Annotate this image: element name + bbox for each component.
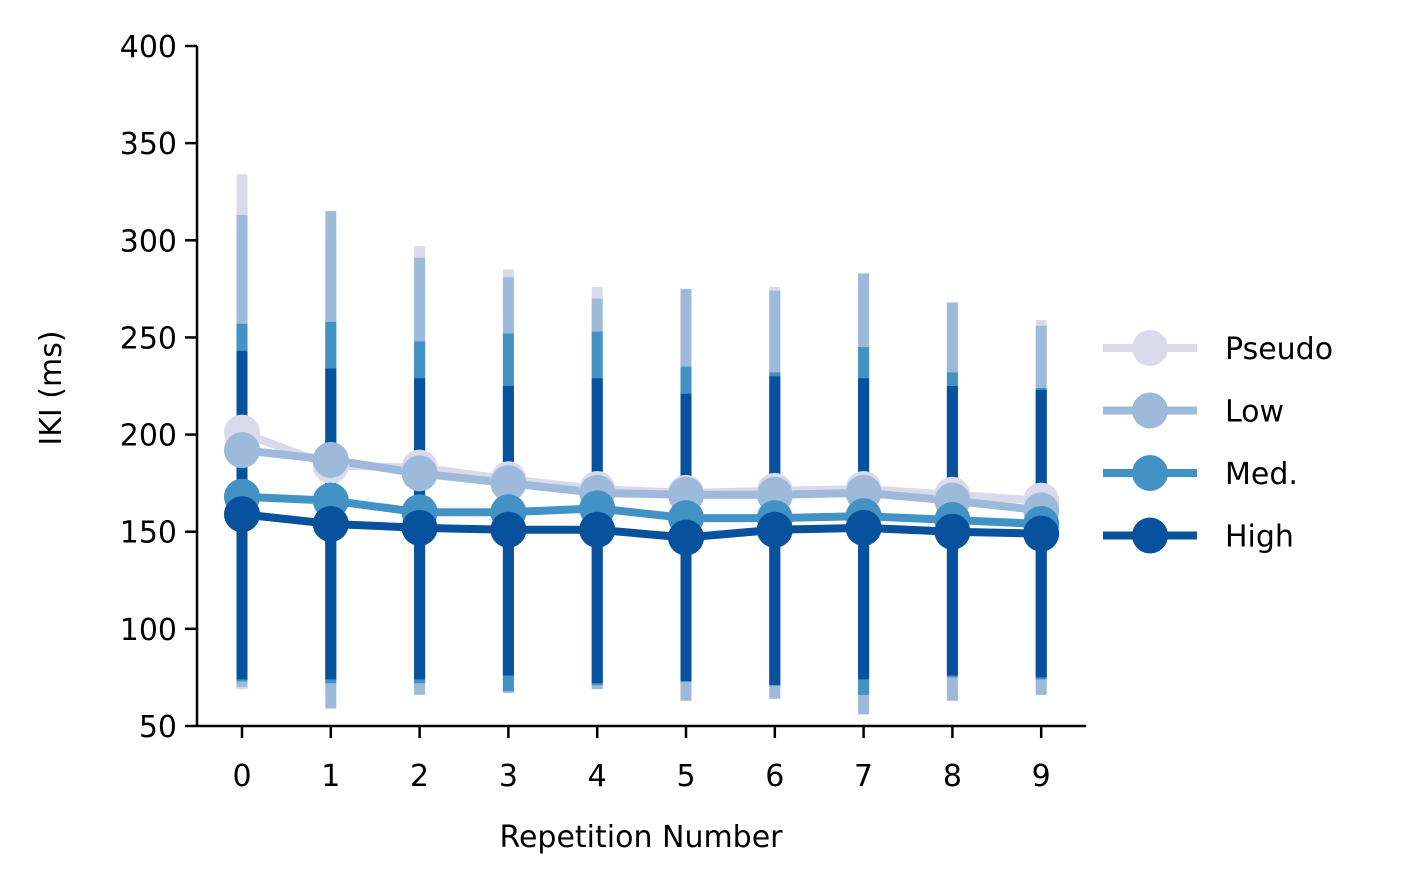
- legend-label-low: Low: [1225, 395, 1284, 430]
- series-line-low: [241, 446, 1042, 515]
- series-line-high: [241, 510, 1042, 542]
- data-point-high: [668, 519, 704, 556]
- data-point-high: [756, 511, 793, 548]
- data-point-high: [312, 505, 349, 542]
- series-line-med: [241, 492, 1042, 528]
- legend-label-med: Med.: [1225, 457, 1298, 492]
- data-point-low: [401, 455, 438, 492]
- x-tick-label: 9: [1032, 759, 1051, 794]
- y-tick-label: 200: [120, 419, 177, 454]
- data-point-low: [490, 465, 527, 502]
- data-point-low: [312, 441, 349, 478]
- legend: Pseudo Low Med. High: [1103, 330, 1333, 555]
- series-lines: [240, 428, 1042, 542]
- data-point-high: [934, 513, 971, 550]
- legend-label-high: High: [1225, 520, 1294, 555]
- legend-swatch-marker-low: [1132, 392, 1168, 429]
- y-tick-label: 250: [120, 321, 177, 356]
- y-tick-label: 400: [120, 30, 177, 65]
- legend-swatch-marker-med: [1132, 455, 1168, 491]
- legend-label-pseudo: Pseudo: [1225, 332, 1333, 367]
- y-tick-label: 100: [120, 613, 177, 648]
- data-point-high: [224, 496, 260, 533]
- x-ticks: 0 1 2 3 4 5 6 7 8 9: [232, 726, 1051, 794]
- data-point-high: [401, 509, 438, 546]
- data-point-high: [1023, 515, 1060, 552]
- x-axis-label: Repetition Number: [499, 820, 783, 855]
- x-tick-label: 0: [232, 759, 251, 794]
- legend-swatch-marker-high: [1132, 517, 1168, 554]
- x-tick-label: 7: [854, 759, 873, 794]
- data-point-high: [490, 511, 527, 548]
- data-point-low: [224, 432, 260, 469]
- x-tick-label: 8: [943, 759, 962, 794]
- series-points: [224, 414, 1060, 556]
- x-tick-label: 5: [676, 759, 695, 794]
- y-axis-label: IKI (ms): [34, 330, 69, 445]
- x-tick-label: 1: [321, 759, 340, 794]
- data-point-high: [845, 509, 882, 546]
- y-tick-label: 300: [120, 224, 177, 259]
- x-tick-label: 2: [410, 759, 429, 794]
- error-bars: [236, 174, 1047, 715]
- legend-swatch-marker-pseudo: [1132, 330, 1168, 366]
- y-ticks: 50 100 150 200 250 300 350 400: [120, 30, 197, 745]
- y-tick-label: 50: [139, 710, 177, 745]
- x-tick-label: 4: [588, 759, 607, 794]
- y-tick-label: 350: [120, 127, 177, 162]
- data-point-high: [579, 511, 616, 548]
- y-tick-label: 150: [120, 516, 177, 551]
- x-tick-label: 3: [499, 759, 518, 794]
- x-tick-label: 6: [765, 759, 784, 794]
